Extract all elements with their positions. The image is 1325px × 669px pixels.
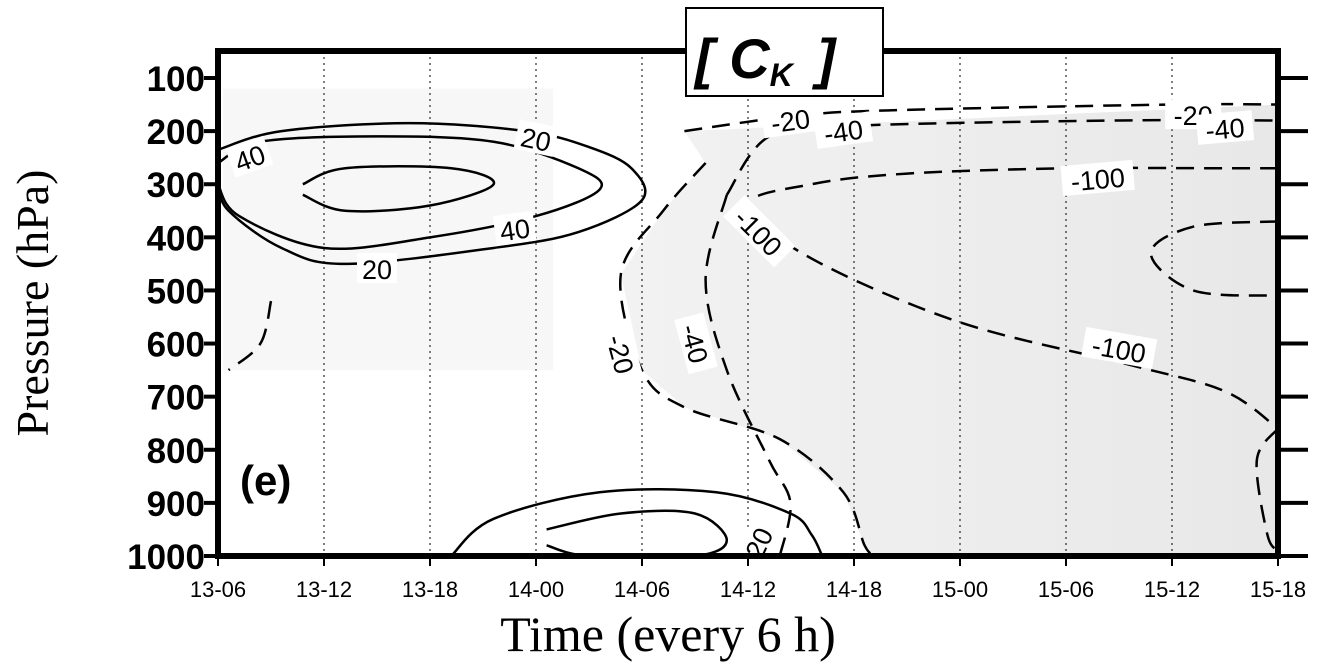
- contour-label-bg: [357, 253, 397, 284]
- contour-label-bg: [1195, 110, 1255, 145]
- contour-label: -100: [1060, 159, 1135, 198]
- contour-label-text: 20: [518, 122, 554, 158]
- y-axis-title: Pressure (hPa): [7, 170, 58, 437]
- y-tick-label: 500: [147, 272, 205, 311]
- chart-title: [ CK]: [685, 7, 884, 97]
- contour-label: -20: [760, 100, 821, 139]
- x-tick-label: 14-12: [720, 577, 776, 602]
- y-axis: 100 200 300 400 500 600 700 800 900 1000: [127, 60, 1308, 577]
- contour-label: 40: [492, 210, 537, 247]
- y-tick-label: 600: [147, 326, 205, 365]
- contour-line: [218, 121, 647, 266]
- contour-label-bg: [513, 119, 559, 157]
- contour-label-bg: [760, 100, 821, 139]
- x-tick-label: 14-00: [508, 577, 564, 602]
- contour-label: -40: [1195, 110, 1255, 146]
- x-tick-label: 13-18: [402, 577, 458, 602]
- x-axis: 13-06 13-12 13-18 14-00 14-06 14-12 14-18 15-00…: [190, 556, 1306, 602]
- contour-label-bg: [674, 312, 718, 375]
- title-subscript: K: [770, 57, 796, 93]
- contour-line: [1255, 427, 1278, 552]
- contour-line: [302, 165, 496, 213]
- y-tick-label: 800: [147, 432, 205, 471]
- contour-label-bg: [723, 195, 796, 268]
- contour-line: [1149, 220, 1278, 298]
- y-tick-label: 100: [147, 60, 205, 99]
- x-tick-label: 15-06: [1038, 577, 1094, 602]
- svg-text:[ CK]: [ CK]: [693, 27, 838, 93]
- contour-label-text: 20: [362, 255, 392, 285]
- contour-label-text: -100: [1070, 163, 1126, 198]
- y-tick-label: 200: [147, 113, 205, 152]
- contour-line: [218, 135, 603, 251]
- y-tick-label: 300: [147, 166, 205, 205]
- y-tick-label: 700: [147, 379, 205, 418]
- contour-label-bg: [600, 322, 644, 385]
- contour-line: [227, 300, 273, 372]
- contour-label-bg: [492, 210, 537, 247]
- contour-label: -40: [813, 111, 874, 150]
- contour-line: [704, 194, 792, 556]
- x-tick-label: 13-06: [190, 577, 246, 602]
- x-tick-label: 15-00: [932, 577, 988, 602]
- y-tick-label: 400: [147, 219, 205, 258]
- x-tick-label: 13-12: [296, 577, 352, 602]
- contour-label-text: -40: [1204, 113, 1245, 146]
- contour-line: [450, 488, 824, 556]
- y-tick-label: 900: [147, 485, 205, 524]
- contour-label-bg: [1060, 159, 1135, 196]
- contour-line: [546, 509, 729, 556]
- contour-label: 20: [357, 253, 397, 285]
- panel-label: (e): [240, 457, 291, 504]
- x-tick-label: 15-12: [1144, 577, 1200, 602]
- contour-label: 20: [513, 119, 559, 158]
- title-bracket-close: ]: [812, 27, 838, 90]
- x-tick-label: 14-18: [826, 577, 882, 602]
- contour-line: [619, 162, 877, 556]
- title-bracket-open: [ C: [693, 27, 771, 90]
- contour-label-text: -40: [822, 115, 865, 150]
- contour-label-text: -20: [769, 104, 812, 139]
- contour-label-text: 40: [498, 213, 532, 247]
- x-axis-title: Time (every 6 h): [500, 606, 836, 662]
- contour-label-bg: [813, 111, 874, 149]
- x-tick-label: 15-18: [1250, 577, 1306, 602]
- y-tick-label: 1000: [127, 538, 205, 577]
- contour-label-bg: [225, 135, 274, 178]
- x-tick-label: 14-06: [614, 577, 670, 602]
- contour-label-bg: [1081, 326, 1158, 369]
